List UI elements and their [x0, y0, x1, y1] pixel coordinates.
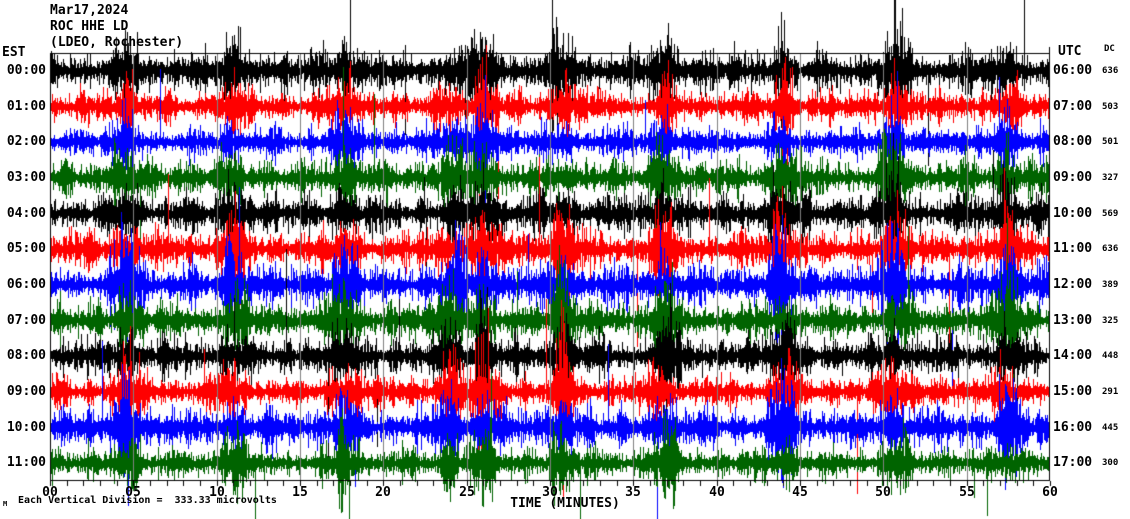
- x-tick-label: 10: [209, 485, 225, 500]
- utc-hour-label: 09:00: [1053, 170, 1093, 185]
- utc-hour-label: 10:00: [1053, 206, 1093, 221]
- x-tick-label: 00: [42, 485, 58, 500]
- utc-hour-label: 08:00: [1053, 134, 1093, 149]
- x-tick-label: 50: [875, 485, 891, 500]
- utc-hour-label: 12:00: [1053, 277, 1093, 292]
- est-hour-label: 00:00: [6, 63, 46, 78]
- plot-date: Mar17,2024: [50, 3, 129, 18]
- x-tick-label: 55: [959, 485, 975, 500]
- dc-offset-value: 569: [1102, 209, 1119, 219]
- dc-offset-value: 636: [1102, 244, 1119, 254]
- est-hour-label: 04:00: [6, 206, 46, 221]
- est-hour-label: 03:00: [6, 170, 46, 185]
- x-tick-label: 45: [792, 485, 808, 500]
- dc-offset-value: 325: [1102, 316, 1119, 326]
- x-tick-label: 35: [625, 485, 641, 500]
- dc-offset-value: 445: [1102, 423, 1119, 433]
- x-tick-label: 25: [459, 485, 475, 500]
- x-tick-label: 60: [1042, 485, 1058, 500]
- dc-offset-value: 291: [1102, 387, 1119, 397]
- utc-hour-label: 14:00: [1053, 348, 1093, 363]
- est-hour-label: 09:00: [6, 384, 46, 399]
- dc-offset-value: 636: [1102, 66, 1119, 76]
- est-hour-label: 05:00: [6, 241, 46, 256]
- left-axis-title-est: EST: [2, 45, 26, 60]
- x-tick-label: 05: [125, 485, 141, 500]
- dc-offset-value: 448: [1102, 351, 1119, 361]
- utc-hour-label: 07:00: [1053, 99, 1093, 114]
- right-axis-title-utc: UTC: [1058, 44, 1082, 59]
- est-hour-label: 01:00: [6, 99, 46, 114]
- station-network: (LDEO, Rochester): [50, 35, 184, 50]
- x-tick-label: 15: [292, 485, 308, 500]
- utc-hour-label: 16:00: [1053, 420, 1093, 435]
- est-hour-label: 11:00: [6, 455, 46, 470]
- dc-offset-value: 300: [1102, 458, 1119, 468]
- est-hour-label: 08:00: [6, 348, 46, 363]
- est-hour-label: 07:00: [6, 313, 46, 328]
- utc-hour-label: 11:00: [1053, 241, 1093, 256]
- dc-offset-value: 327: [1102, 173, 1119, 183]
- dc-offset-value: 503: [1102, 102, 1119, 112]
- vertical-division-note: Each Vertical Division = 333.33 microvol…: [18, 495, 277, 506]
- x-tick-label: 20: [375, 485, 391, 500]
- dc-column-title: DC: [1104, 44, 1115, 54]
- utc-hour-label: 17:00: [1053, 455, 1093, 470]
- est-hour-label: 10:00: [6, 420, 46, 435]
- corner-mark: M: [3, 500, 8, 508]
- est-hour-label: 02:00: [6, 134, 46, 149]
- dc-offset-value: 389: [1102, 280, 1119, 290]
- x-axis-title: TIME (MINUTES): [510, 496, 620, 511]
- x-tick-label: 40: [709, 485, 725, 500]
- x-tick-label: 30: [542, 485, 558, 500]
- utc-hour-label: 13:00: [1053, 313, 1093, 328]
- station-code: ROC HHE LD: [50, 19, 129, 34]
- utc-hour-label: 15:00: [1053, 384, 1093, 399]
- est-hour-label: 06:00: [6, 277, 46, 292]
- dc-offset-value: 501: [1102, 137, 1119, 147]
- utc-hour-label: 06:00: [1053, 63, 1093, 78]
